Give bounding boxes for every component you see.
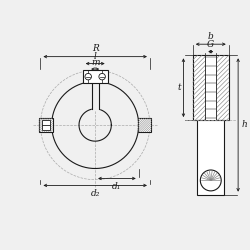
Bar — [138, 118, 151, 132]
Circle shape — [99, 74, 105, 80]
Text: h: h — [241, 120, 247, 130]
Text: R: R — [92, 44, 98, 54]
Text: t: t — [177, 83, 181, 92]
Text: d₂: d₂ — [90, 189, 100, 198]
Bar — [39, 118, 53, 132]
Bar — [197, 120, 224, 194]
Bar — [193, 56, 229, 120]
Text: G: G — [207, 40, 214, 49]
Text: b: b — [208, 32, 214, 41]
Text: l: l — [94, 52, 96, 61]
Circle shape — [85, 74, 91, 80]
Bar — [83, 70, 108, 84]
Bar — [205, 56, 216, 120]
Circle shape — [200, 170, 221, 191]
Bar — [42, 120, 50, 130]
Text: d₁: d₁ — [112, 182, 122, 191]
Polygon shape — [92, 80, 99, 110]
Text: m: m — [91, 58, 100, 66]
